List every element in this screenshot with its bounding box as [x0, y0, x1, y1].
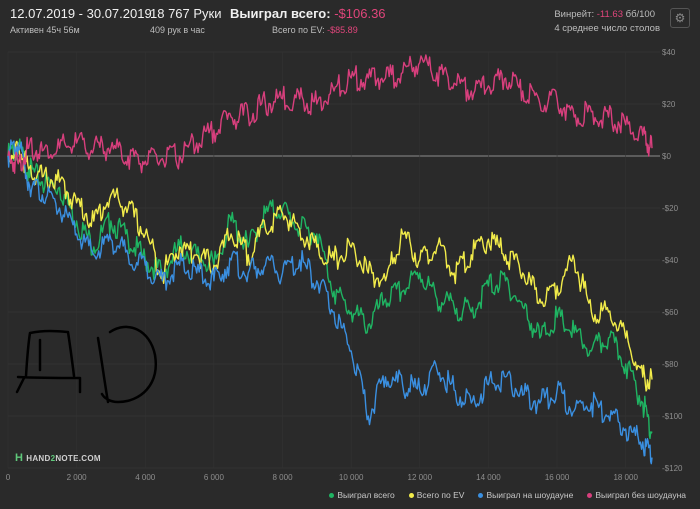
x-tick-label: 2 000	[67, 473, 88, 482]
y-tick-label: -$40	[662, 256, 679, 265]
x-tick-label: 14 000	[476, 473, 501, 482]
y-tick-label: -$20	[662, 204, 679, 213]
y-tick-label: $0	[662, 152, 671, 161]
y-tick-label: $20	[662, 100, 676, 109]
logo-text: HAND2NOTE.COM	[26, 454, 101, 463]
x-tick-label: 12 000	[408, 473, 433, 482]
series-line-pink	[8, 55, 652, 173]
y-tick-label: -$60	[662, 308, 679, 317]
series-line-yellow	[8, 141, 652, 391]
legend-item-non-showdown[interactable]: Выиграл без шоудауна	[587, 490, 686, 500]
legend-dot-green-icon	[329, 493, 334, 498]
legend-dot-blue-icon	[478, 493, 483, 498]
x-tick-label: 6 000	[204, 473, 225, 482]
y-tick-label: -$80	[662, 360, 679, 369]
series-line-blue	[8, 140, 652, 464]
chart-lines	[8, 55, 652, 464]
legend-dot-yellow-icon	[409, 493, 414, 498]
x-tick-label: 0	[6, 473, 11, 482]
legend-item-won-total[interactable]: Выиграл всего	[329, 490, 394, 500]
y-tick-label: $40	[662, 48, 676, 57]
handwritten-scribble	[17, 327, 156, 402]
y-axis: $40 $20 $0 -$20 -$40 -$60 -$80 -$100 -$120	[662, 48, 683, 473]
chart-legend: Выиграл всего Всего по EV Выиграл на шоу…	[329, 490, 686, 500]
legend-item-showdown[interactable]: Выиграл на шоудауне	[478, 490, 573, 500]
x-tick-label: 4 000	[135, 473, 156, 482]
x-tick-label: 16 000	[545, 473, 570, 482]
x-tick-label: 10 000	[339, 473, 364, 482]
y-tick-label: -$120	[662, 464, 683, 473]
legend-item-ev[interactable]: Всего по EV	[409, 490, 465, 500]
legend-label: Выиграл на шоудауне	[486, 490, 573, 500]
x-tick-label: 8 000	[273, 473, 294, 482]
x-axis: 0 2 000 4 000 6 000 8 000 10 000 12 000 14 000 1…	[6, 473, 639, 482]
legend-label: Всего по EV	[417, 490, 465, 500]
hand2note-logo-icon: H	[15, 452, 23, 464]
x-tick-label: 18 000	[613, 473, 638, 482]
legend-label: Выиграл всего	[337, 490, 394, 500]
profit-chart: 0 2 000 4 000 6 000 8 000 10 000 12 000 14 000 1…	[0, 0, 700, 509]
legend-dot-pink-icon	[587, 493, 592, 498]
legend-label: Выиграл без шоудауна	[595, 490, 686, 500]
y-tick-label: -$100	[662, 412, 683, 421]
hand2note-logo: H HAND2NOTE.COM	[15, 452, 101, 464]
